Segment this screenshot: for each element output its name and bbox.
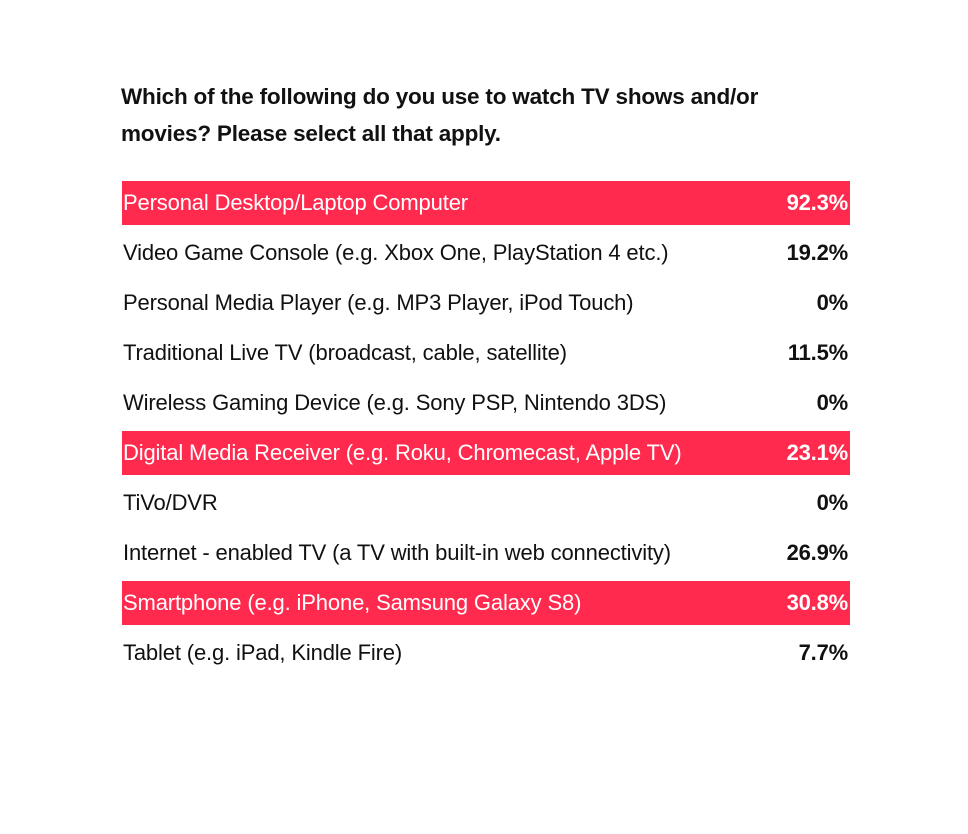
row-value: 0% — [816, 490, 849, 515]
table-row: Personal Media Player (e.g. MP3 Player, … — [122, 281, 850, 325]
table-row: Video Game Console (e.g. Xbox One, PlayS… — [122, 231, 850, 275]
row-value: 0% — [816, 390, 849, 415]
row-value: 19.2% — [786, 240, 849, 265]
row-label: Traditional Live TV (broadcast, cable, s… — [123, 340, 567, 365]
row-label: Internet - enabled TV (a TV with built-i… — [123, 540, 671, 565]
table-row: TiVo/DVR 0% — [122, 481, 850, 525]
row-value: 23.1% — [786, 440, 849, 465]
row-label: Tablet (e.g. iPad, Kindle Fire) — [123, 640, 403, 665]
table-row: Wireless Gaming Device (e.g. Sony PSP, N… — [122, 381, 850, 425]
row-label: Wireless Gaming Device (e.g. Sony PSP, N… — [123, 390, 667, 415]
row-value: 11.5% — [787, 340, 848, 365]
row-label: Digital Media Receiver (e.g. Roku, Chrom… — [123, 440, 682, 465]
table-row: Tablet (e.g. iPad, Kindle Fire) 7.7% — [122, 631, 850, 675]
table-row: Smartphone (e.g. iPhone, Samsung Galaxy … — [122, 581, 850, 625]
table-row: Internet - enabled TV (a TV with built-i… — [122, 531, 850, 575]
row-value: 30.8% — [786, 590, 849, 615]
results-table: Personal Desktop/Laptop Computer 92.3% Vid… — [122, 181, 850, 681]
row-value: 0% — [816, 290, 849, 315]
row-label: TiVo/DVR — [123, 490, 218, 515]
row-value: 7.7% — [798, 640, 849, 665]
row-label: Personal Desktop/Laptop Computer — [123, 190, 468, 215]
row-value: 92.3% — [786, 190, 849, 215]
table-row: Digital Media Receiver (e.g. Roku, Chrom… — [122, 431, 850, 475]
row-label: Video Game Console (e.g. Xbox One, PlayS… — [123, 240, 669, 265]
row-label: Smartphone (e.g. iPhone, Samsung Galaxy … — [123, 590, 582, 615]
row-value: 26.9% — [786, 540, 849, 565]
row-label: Personal Media Player (e.g. MP3 Player, … — [123, 290, 634, 315]
chart-title: Which of the following do you use to wat… — [121, 84, 759, 146]
table-row: Personal Desktop/Laptop Computer 92.3% — [122, 181, 850, 225]
table-row: Traditional Live TV (broadcast, cable, s… — [122, 331, 850, 375]
